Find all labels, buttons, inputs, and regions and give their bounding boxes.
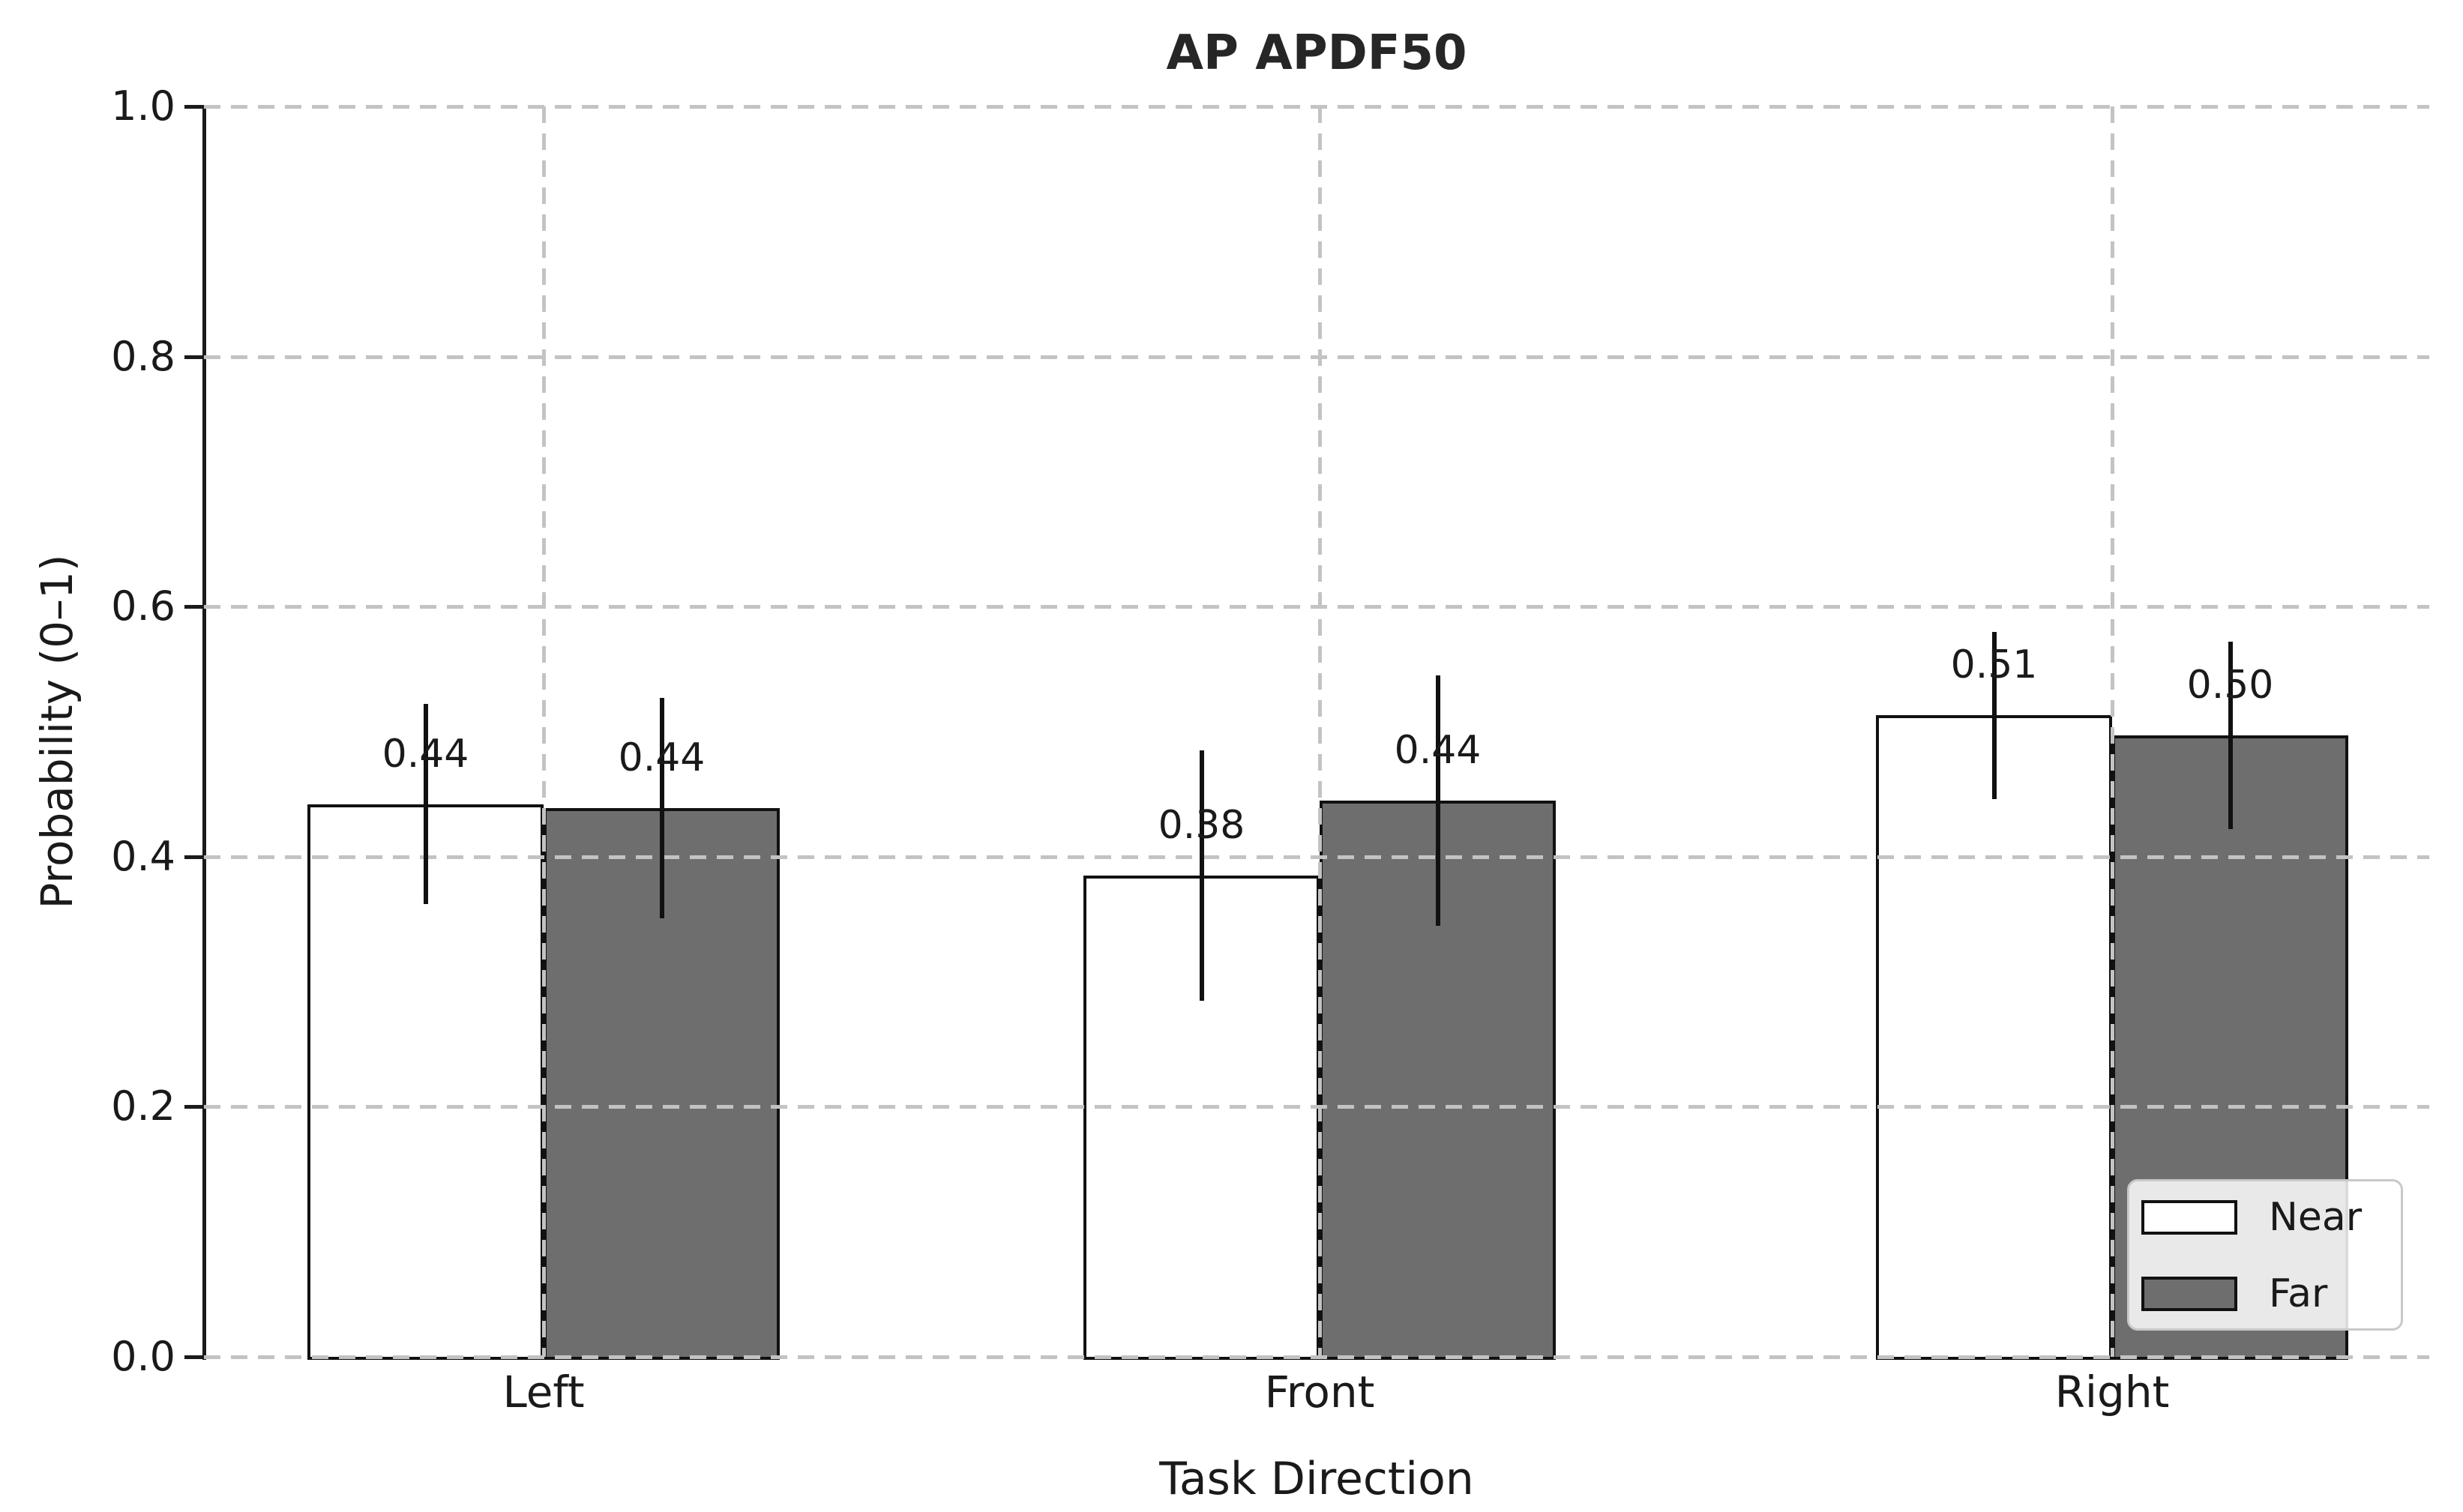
legend-label-near: Near <box>2269 1195 2363 1240</box>
gridline-horizontal-0.8 <box>204 355 2429 359</box>
bar-near-right <box>1876 715 2112 1360</box>
gridline-vertical-front <box>1318 106 1322 1357</box>
error-bar-near-right <box>1991 631 1997 800</box>
error-bar-near-left <box>423 704 428 905</box>
gridline-horizontal-0.2 <box>204 1105 2429 1109</box>
value-label-far-front: 0.44 <box>1394 727 1482 773</box>
legend: Near Far <box>2127 1179 2403 1331</box>
y-tick-label-1.0: 1.0 <box>111 82 175 130</box>
gridline-horizontal-0.0 <box>204 1355 2429 1359</box>
y-tick-mark-0.0 <box>184 1355 204 1359</box>
legend-swatch-far <box>2141 1277 2237 1311</box>
y-tick-mark-0.2 <box>184 1105 204 1109</box>
error-bar-far-front <box>1435 675 1440 926</box>
gridline-vertical-right <box>2111 106 2114 1357</box>
chart-title: AP APDF50 <box>1166 25 1467 81</box>
y-tick-mark-1.0 <box>184 105 204 109</box>
gridline-horizontal-1.0 <box>204 105 2429 109</box>
value-label-far-left: 0.44 <box>618 735 706 780</box>
error-bar-far-left <box>659 697 664 918</box>
y-tick-mark-0.6 <box>184 605 204 609</box>
value-label-near-left: 0.44 <box>382 731 469 777</box>
gridline-vertical-left <box>542 106 546 1357</box>
value-label-far-right: 0.50 <box>2186 663 2274 708</box>
x-axis-label: Task Direction <box>1159 1453 1474 1505</box>
gridline-horizontal-0.4 <box>204 855 2429 859</box>
gridline-horizontal-0.6 <box>204 605 2429 609</box>
x-tick-label-front: Front <box>1264 1367 1375 1418</box>
y-tick-label-0.6: 0.6 <box>111 582 175 630</box>
y-axis-spine <box>202 105 206 1360</box>
legend-label-far: Far <box>2269 1271 2328 1316</box>
x-tick-label-right: Right <box>2054 1367 2170 1418</box>
y-tick-label-0.4: 0.4 <box>111 832 175 880</box>
y-tick-label-0.0: 0.0 <box>111 1333 175 1380</box>
y-tick-label-0.8: 0.8 <box>111 332 175 380</box>
value-label-near-front: 0.38 <box>1158 802 1245 848</box>
error-bar-near-front <box>1199 750 1204 1001</box>
y-tick-mark-0.4 <box>184 855 204 859</box>
y-axis-label: Probability (0–1) <box>31 554 82 909</box>
x-tick-label-left: Left <box>502 1367 585 1418</box>
y-tick-label-0.2: 0.2 <box>111 1082 175 1130</box>
value-label-near-right: 0.51 <box>1950 642 2038 688</box>
error-bar-far-right <box>2228 641 2233 830</box>
y-tick-mark-0.8 <box>184 355 204 359</box>
legend-swatch-near <box>2141 1200 2237 1235</box>
legend-row-near: Near <box>2141 1198 2386 1237</box>
legend-row-far: Far <box>2141 1274 2386 1313</box>
